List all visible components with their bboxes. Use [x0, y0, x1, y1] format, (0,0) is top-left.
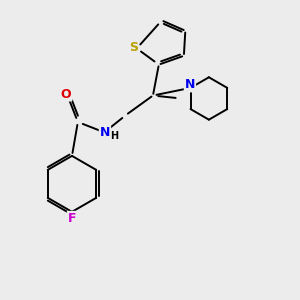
Text: N: N: [185, 78, 195, 92]
Text: N: N: [100, 126, 110, 140]
Text: S: S: [129, 41, 138, 54]
Text: H: H: [110, 131, 118, 141]
Text: F: F: [68, 212, 76, 225]
Text: O: O: [61, 88, 71, 100]
